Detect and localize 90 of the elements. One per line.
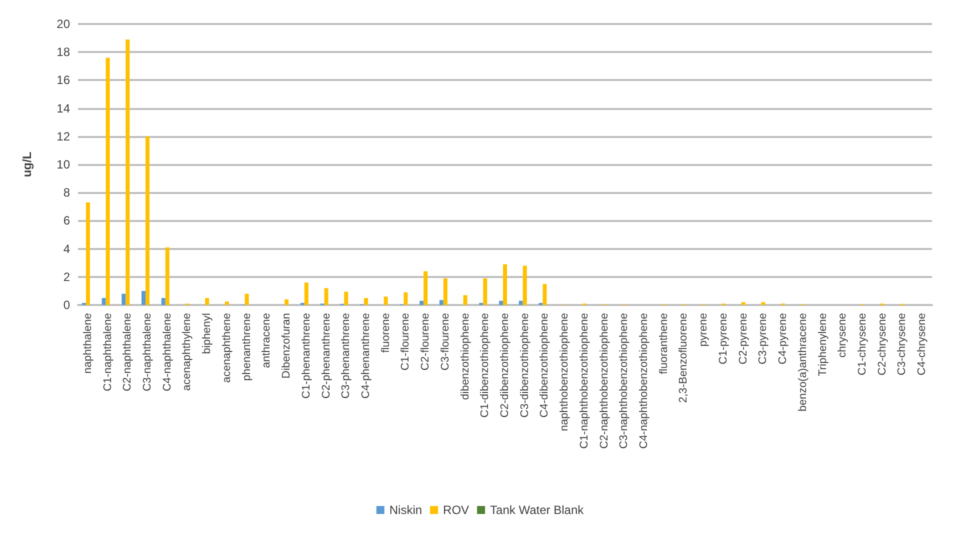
x-tick-label: fluorene: [380, 313, 392, 353]
y-tick-label: 10: [56, 158, 70, 172]
x-tick-label: C4-naphthobenzothiophene: [638, 313, 650, 449]
bar: [284, 299, 289, 305]
x-tick-label: C2-dibenzothiophene: [499, 313, 511, 418]
x-tick-label: C3-phenanthrene: [340, 313, 352, 399]
legend-label: Tank Water Blank: [490, 503, 585, 517]
y-tick-label: 8: [63, 186, 70, 200]
x-tick-label: C1-dibenzothiophene: [479, 313, 492, 418]
bar: [439, 300, 444, 305]
bar: [102, 298, 106, 305]
x-tick-label: acenaphthylene: [181, 313, 194, 391]
x-tick-label: C2-chrysene: [876, 313, 888, 376]
x-tick-label: C1-pyrene: [717, 313, 730, 364]
x-tick-label: C1-chrysene: [856, 313, 868, 376]
x-tick-label: C3-dibenzothiophene: [518, 313, 531, 418]
x-tick-label: C2-pyrene: [737, 313, 750, 364]
bar: [503, 264, 507, 305]
x-tick-label: biphenyl: [201, 313, 214, 354]
x-tick-label: C4-dibenzothiophene: [538, 313, 551, 418]
x-tick-label: acenaphthene: [220, 313, 233, 383]
bar: [364, 298, 368, 305]
y-tick-label: 4: [63, 242, 70, 256]
x-tick-label: naphthalene: [82, 313, 94, 374]
bar: [542, 284, 547, 305]
y-tick-label: 0: [63, 298, 70, 312]
bar: [106, 58, 110, 305]
y-tick-label: 16: [56, 73, 70, 88]
y-tick-label: 2: [63, 270, 70, 284]
x-tick-label: C3-naphthalene: [142, 313, 154, 392]
x-tick-label: C2-naphthalene: [122, 313, 134, 392]
bar: [741, 302, 746, 305]
y-tick-label: 14: [56, 101, 70, 116]
bar: [483, 278, 488, 305]
x-tick-label: pyrene: [698, 313, 710, 347]
x-tick-label: C2-phenanthrene: [320, 313, 332, 399]
x-tick-label: fluoranthene: [658, 313, 670, 374]
x-tick-label: C3-chrysene: [896, 313, 908, 376]
x-tick-label: dibenzothiophene: [459, 313, 472, 400]
x-tick-label: chrysene: [836, 313, 849, 358]
bar: [324, 288, 328, 305]
x-tick-label: C4-naphthalene: [161, 313, 174, 392]
y-tick-label: 18: [56, 45, 70, 60]
bar: [499, 300, 503, 305]
x-tick-label: C3-flourene: [439, 313, 452, 370]
legend-label: ROV: [443, 503, 470, 517]
bar: [761, 302, 766, 305]
bar: [86, 202, 90, 305]
x-tick-label: C1-phenanthrene: [300, 313, 312, 399]
x-tick-label: naphthobenzothiophene: [558, 313, 571, 432]
bar: [463, 295, 468, 305]
bar: [443, 278, 448, 305]
bar: [142, 290, 146, 305]
x-tick-label: phenanthrene: [240, 313, 253, 381]
x-tick-label: Triphenylene: [816, 313, 829, 376]
bar: [420, 300, 424, 305]
y-tick-label: 12: [56, 129, 70, 144]
x-tick-label: C1-flourene: [400, 313, 412, 370]
x-tick-label: anthracene: [260, 313, 273, 368]
x-tick-label: C1-naphthobenzothiophene: [578, 313, 590, 449]
x-tick-label: C1-naphthalene: [102, 313, 114, 392]
bar: [122, 294, 126, 305]
y-tick-label: 6: [63, 214, 70, 228]
bar: [205, 298, 210, 305]
x-tick-label: C4-phenanthrene: [360, 313, 372, 399]
bar: [146, 136, 150, 305]
bar: [522, 266, 527, 305]
x-tick-label: C3-pyrene: [757, 313, 770, 364]
bar: [424, 271, 428, 305]
bar: [165, 247, 170, 305]
legend-label: Niskin: [389, 503, 422, 517]
bar: [304, 282, 308, 305]
x-tick-label: C4-chrysene: [916, 313, 928, 376]
x-tick-label: C4-pyrene: [777, 313, 790, 364]
bar: [244, 294, 249, 305]
x-tick-label: 2,3-Benzofluorene: [678, 313, 690, 403]
y-tick-label: 20: [56, 17, 70, 31]
bar: [161, 298, 166, 305]
x-tick-label: C3-naphthobenzothiophene: [618, 313, 630, 449]
bar: [384, 296, 388, 305]
x-tick-label: C2-naphthobenzothiophene: [598, 313, 610, 449]
bar: [518, 300, 523, 305]
bar: [344, 292, 348, 305]
y-axis-title: ug/L: [20, 152, 34, 178]
bar: [404, 292, 408, 305]
x-tick-label: Dibenzofuran: [280, 313, 293, 378]
x-tick-label: C2-flourene: [420, 313, 432, 370]
bar: [126, 39, 130, 305]
bar: [224, 301, 229, 305]
x-tick-label: benzo(a)anthracene: [796, 313, 809, 412]
